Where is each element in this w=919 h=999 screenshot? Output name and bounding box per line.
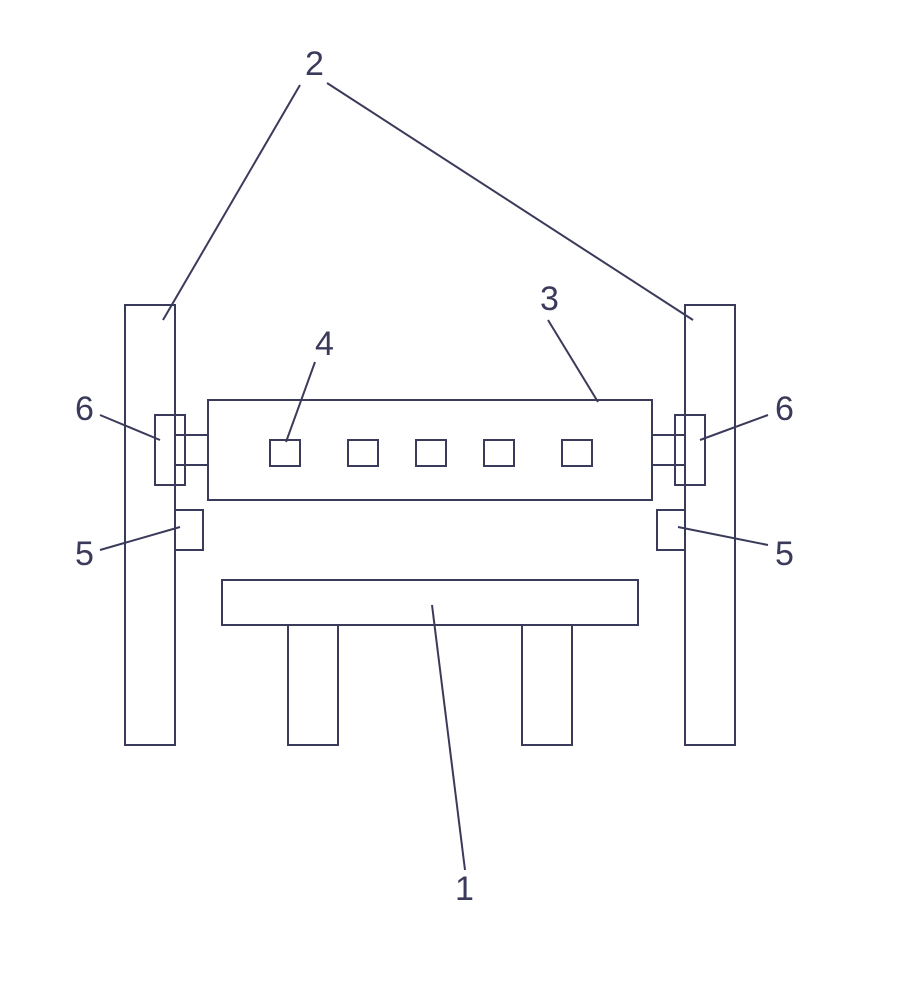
- inner-square-0: [270, 440, 300, 466]
- inner-square-2: [416, 440, 446, 466]
- label-2: 2: [305, 45, 324, 83]
- inner-square-4: [562, 440, 592, 466]
- left-journal: [155, 415, 185, 485]
- leader-2-left: [163, 85, 300, 320]
- label-1: 1: [455, 870, 474, 908]
- lower-bar: [222, 580, 638, 625]
- leader-6-left: [100, 415, 160, 440]
- inner-squares-group: [270, 440, 592, 466]
- leader-5-left: [100, 527, 180, 550]
- right-journal: [675, 415, 705, 485]
- right-stop: [657, 510, 685, 550]
- left-stop: [175, 510, 203, 550]
- label-6-right: 6: [775, 390, 794, 428]
- leader-3: [548, 320, 598, 402]
- label-6-left: 6: [75, 390, 94, 428]
- right-leg: [522, 625, 572, 745]
- leader-4: [286, 362, 315, 442]
- leader-2-right: [327, 83, 693, 320]
- left-pillar: [125, 305, 175, 745]
- inner-square-3: [484, 440, 514, 466]
- left-axle: [175, 435, 208, 465]
- inner-square-1: [348, 440, 378, 466]
- label-3: 3: [540, 280, 559, 318]
- right-axle: [652, 435, 685, 465]
- diagram-canvas: 1 2 3 4 5 5 6 6: [0, 0, 919, 999]
- label-5-right: 5: [775, 535, 794, 573]
- label-5-left: 5: [75, 535, 94, 573]
- leader-1: [432, 605, 465, 870]
- main-bar: [208, 400, 652, 500]
- right-pillar: [685, 305, 735, 745]
- leader-5-right: [678, 527, 768, 545]
- left-leg: [288, 625, 338, 745]
- label-4: 4: [315, 325, 334, 363]
